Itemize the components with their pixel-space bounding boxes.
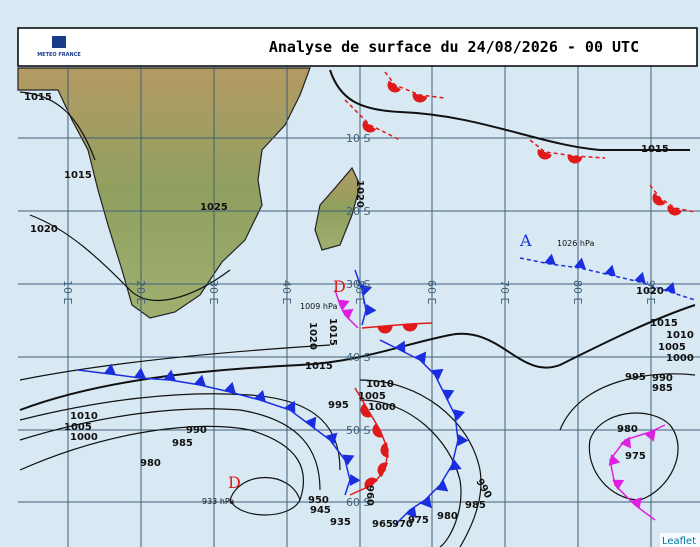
occluded-front — [608, 424, 666, 521]
lat-label: 60 S — [346, 496, 370, 509]
lon-label: 20 E — [134, 280, 147, 304]
isobar-label: 1015 — [327, 318, 338, 346]
cold-front — [354, 269, 377, 326]
isobar-label: 1020 — [307, 322, 318, 350]
isobar-label: 995 — [328, 400, 349, 411]
isobar — [19, 344, 331, 381]
warm-front — [649, 184, 696, 216]
isobar-label: 1000 — [666, 353, 694, 364]
isobar-label: 970 — [392, 519, 413, 530]
lat-label: 40 S — [346, 351, 370, 364]
isobar-label: 1000 — [70, 432, 98, 443]
warm-front — [361, 322, 433, 334]
isobar-label: 1015 — [24, 92, 52, 103]
africa — [17, 67, 311, 319]
cold-front — [379, 339, 469, 526]
lon-label: 90 E — [644, 280, 657, 304]
isobar-label: 1010 — [366, 379, 394, 390]
center-pressure: 933 hPa — [202, 497, 234, 506]
isobar-label: 980 — [617, 424, 638, 435]
warm-front — [384, 71, 446, 103]
isobar-label: 990 — [652, 373, 673, 384]
center-pressure: 1009 hPa — [300, 302, 337, 311]
logo: METEO FRANCE — [37, 52, 81, 58]
lon-label: 70 E — [498, 280, 511, 304]
isobar-label: 935 — [330, 517, 351, 528]
isobar-label: 1020 — [30, 224, 58, 235]
lon-label: 30 E — [207, 280, 220, 304]
isobar-label: 1005 — [64, 422, 92, 433]
isobar-label: 1015 — [64, 170, 92, 181]
isobar-label: 950 — [308, 495, 329, 506]
title-box — [17, 27, 698, 67]
isobar-label: 985 — [172, 438, 193, 449]
lon-label: 10 E — [61, 280, 74, 304]
attribution[interactable]: Leaflet — [662, 536, 696, 547]
isobar-label: 980 — [140, 458, 161, 469]
isobar-label: 1015 — [305, 361, 333, 372]
isobar — [29, 214, 231, 301]
isobar-label: 1020 — [636, 286, 664, 297]
isobar-label: 975 — [625, 451, 646, 462]
center-symbol: D — [228, 473, 241, 492]
lon-label: 80 E — [571, 280, 584, 304]
isobar-label: 975 — [408, 515, 429, 526]
isobar-label: 1025 — [200, 202, 228, 213]
isobar-label: 1010 — [70, 411, 98, 422]
title: Analyse de surface du 24/08/2026 - 00 UT… — [269, 38, 639, 56]
isobar-label: 1005 — [358, 391, 386, 402]
warm-front — [344, 99, 401, 141]
isobar-label: 980 — [437, 511, 458, 522]
fronts — [77, 71, 696, 526]
lat-label: 50 S — [346, 424, 370, 437]
isobar-label: 1015 — [641, 144, 669, 155]
isobar-label: 985 — [652, 383, 673, 394]
occluded-front — [334, 289, 359, 329]
isobar — [329, 69, 690, 151]
attribution-box — [660, 533, 700, 547]
center-pressure: 1026 hPa — [557, 239, 594, 248]
isobar-label: 960 — [364, 485, 375, 506]
logo-mark — [52, 36, 66, 48]
isobar-label: 1015 — [650, 318, 678, 329]
isobar — [588, 412, 679, 501]
isobar-label: 1010 — [666, 330, 694, 341]
lat-label: 30 S — [346, 278, 370, 291]
isobar-label: 1000 — [368, 402, 396, 413]
lat-label: 20 S — [346, 205, 370, 218]
center-symbol: D — [333, 277, 346, 296]
isobar-label: 995 — [625, 372, 646, 383]
isobar-label: 965 — [372, 519, 393, 530]
warm-front — [349, 387, 389, 496]
isobar-label: 1020 — [354, 180, 365, 208]
isobar-label: 985 — [465, 500, 486, 511]
cold-front — [519, 253, 696, 301]
warm-front — [529, 139, 606, 164]
lat-label: 10 S — [346, 132, 370, 145]
isobar-label: 990 — [186, 425, 207, 436]
isobar-label: 945 — [310, 505, 331, 516]
cold-front — [77, 363, 361, 496]
center-symbol: A — [519, 231, 532, 250]
lon-label: 60 E — [425, 280, 438, 304]
isobar — [559, 373, 696, 431]
isobar-label: 1005 — [658, 342, 686, 353]
madagascar — [314, 166, 361, 251]
lon-label: 40 E — [280, 280, 293, 304]
lon-label: 50 E — [353, 280, 366, 304]
isobar — [19, 91, 96, 161]
